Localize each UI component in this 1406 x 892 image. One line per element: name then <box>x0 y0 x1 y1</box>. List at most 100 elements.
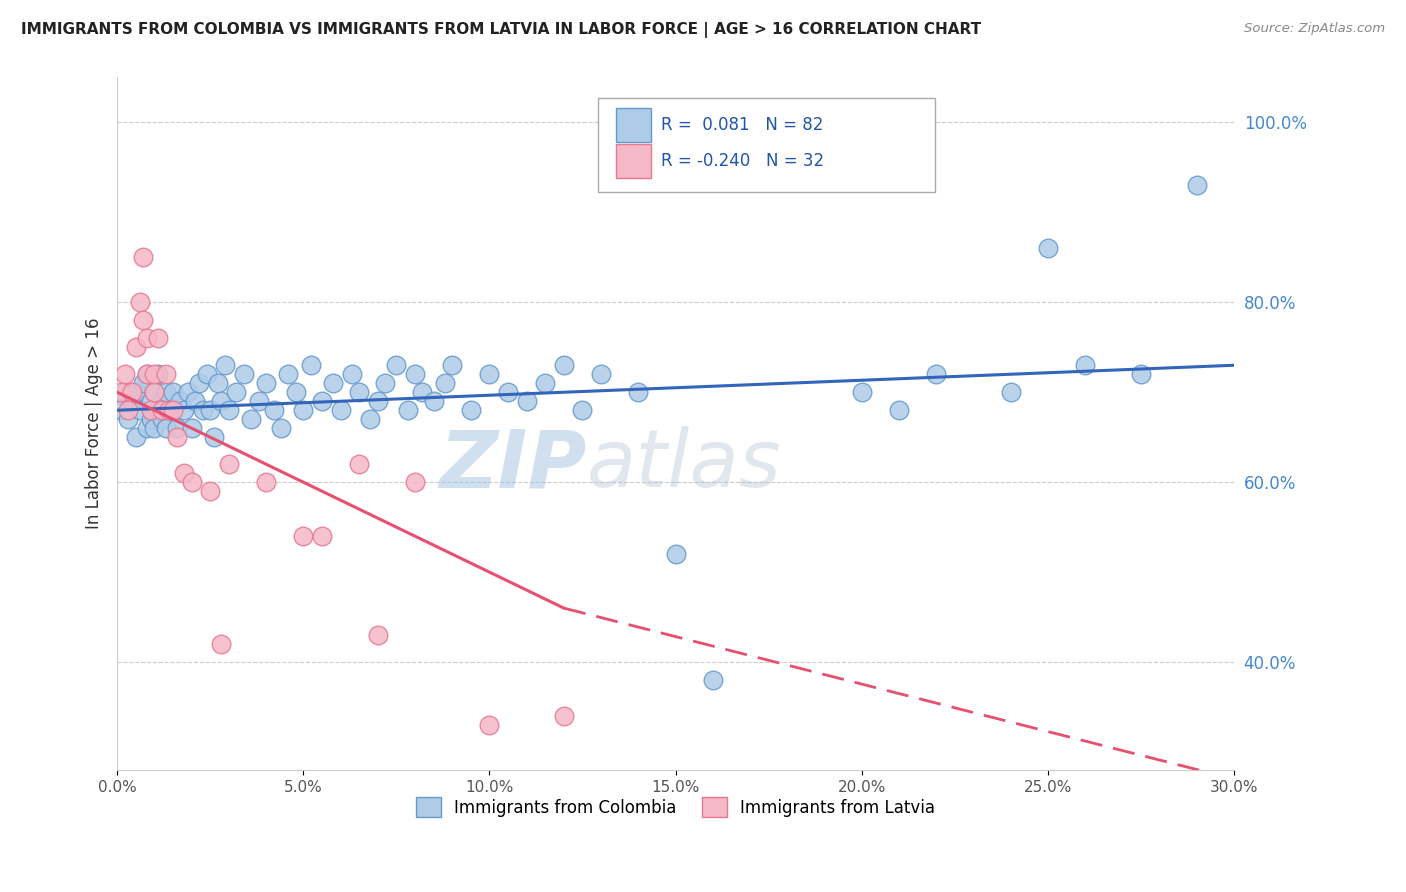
Point <box>263 403 285 417</box>
Point <box>162 403 184 417</box>
Point <box>254 475 277 490</box>
Point <box>146 331 169 345</box>
Point <box>496 385 519 400</box>
Point <box>254 376 277 391</box>
Point <box>125 385 148 400</box>
Text: R =  0.081   N = 82: R = 0.081 N = 82 <box>661 116 823 134</box>
Point <box>184 394 207 409</box>
Point <box>851 385 873 400</box>
Point <box>460 403 482 417</box>
Point <box>136 368 159 382</box>
Point <box>188 376 211 391</box>
Point <box>311 394 333 409</box>
Point <box>925 368 948 382</box>
Point <box>441 358 464 372</box>
Point <box>396 403 419 417</box>
Point <box>627 385 650 400</box>
Point <box>367 394 389 409</box>
Point <box>292 403 315 417</box>
Text: atlas: atlas <box>586 426 780 504</box>
Point <box>125 430 148 444</box>
Point <box>322 376 344 391</box>
Point <box>155 368 177 382</box>
Point <box>404 475 426 490</box>
Point <box>166 430 188 444</box>
Point <box>143 421 166 435</box>
Point <box>478 718 501 732</box>
Point <box>143 385 166 400</box>
Point <box>191 403 214 417</box>
Point <box>232 368 254 382</box>
Point <box>150 412 173 426</box>
Point <box>1036 241 1059 255</box>
Text: IMMIGRANTS FROM COLOMBIA VS IMMIGRANTS FROM LATVIA IN LABOR FORCE | AGE > 16 COR: IMMIGRANTS FROM COLOMBIA VS IMMIGRANTS F… <box>21 22 981 38</box>
Text: ZIP: ZIP <box>439 426 586 504</box>
Point <box>125 340 148 354</box>
Point <box>422 394 444 409</box>
Text: Source: ZipAtlas.com: Source: ZipAtlas.com <box>1244 22 1385 36</box>
Point <box>200 403 222 417</box>
Point <box>180 475 202 490</box>
Point <box>136 331 159 345</box>
Point <box>114 368 136 382</box>
Point <box>117 403 139 417</box>
Point <box>329 403 352 417</box>
Point <box>359 412 381 426</box>
Point <box>110 403 132 417</box>
Point <box>367 628 389 642</box>
Point <box>200 484 222 499</box>
Point <box>146 368 169 382</box>
Text: R = -0.240   N = 32: R = -0.240 N = 32 <box>661 152 824 169</box>
Point <box>1000 385 1022 400</box>
Point <box>340 368 363 382</box>
Point <box>114 385 136 400</box>
Point <box>207 376 229 391</box>
Point <box>132 376 155 391</box>
Point <box>173 403 195 417</box>
Point <box>157 403 180 417</box>
Point <box>121 385 143 400</box>
Point <box>347 457 370 471</box>
Point <box>209 394 232 409</box>
Point <box>128 295 150 310</box>
Point <box>139 412 162 426</box>
Point <box>132 313 155 327</box>
Point <box>311 529 333 543</box>
Point <box>664 547 686 561</box>
Point <box>218 403 240 417</box>
Point <box>166 421 188 435</box>
Point <box>277 368 299 382</box>
Point <box>292 529 315 543</box>
Point <box>157 403 180 417</box>
Point <box>478 368 501 382</box>
Point <box>553 709 575 723</box>
Point <box>150 403 173 417</box>
Point <box>139 394 162 409</box>
Point <box>299 358 322 372</box>
Point <box>516 394 538 409</box>
Point <box>534 376 557 391</box>
Point <box>146 403 169 417</box>
Point <box>1074 358 1097 372</box>
Point <box>209 637 232 651</box>
Point <box>553 358 575 372</box>
Point <box>225 385 247 400</box>
Point <box>385 358 408 372</box>
Point <box>1185 178 1208 193</box>
Point <box>162 385 184 400</box>
Point <box>177 385 200 400</box>
Point <box>702 673 724 687</box>
Point <box>404 368 426 382</box>
Point <box>284 385 307 400</box>
Point <box>195 368 218 382</box>
Point <box>571 403 593 417</box>
Point <box>169 394 191 409</box>
Point <box>117 412 139 426</box>
Point <box>110 385 132 400</box>
Point <box>240 412 263 426</box>
Point <box>214 358 236 372</box>
Point <box>136 368 159 382</box>
Point <box>247 394 270 409</box>
Point <box>150 394 173 409</box>
Point <box>374 376 396 391</box>
